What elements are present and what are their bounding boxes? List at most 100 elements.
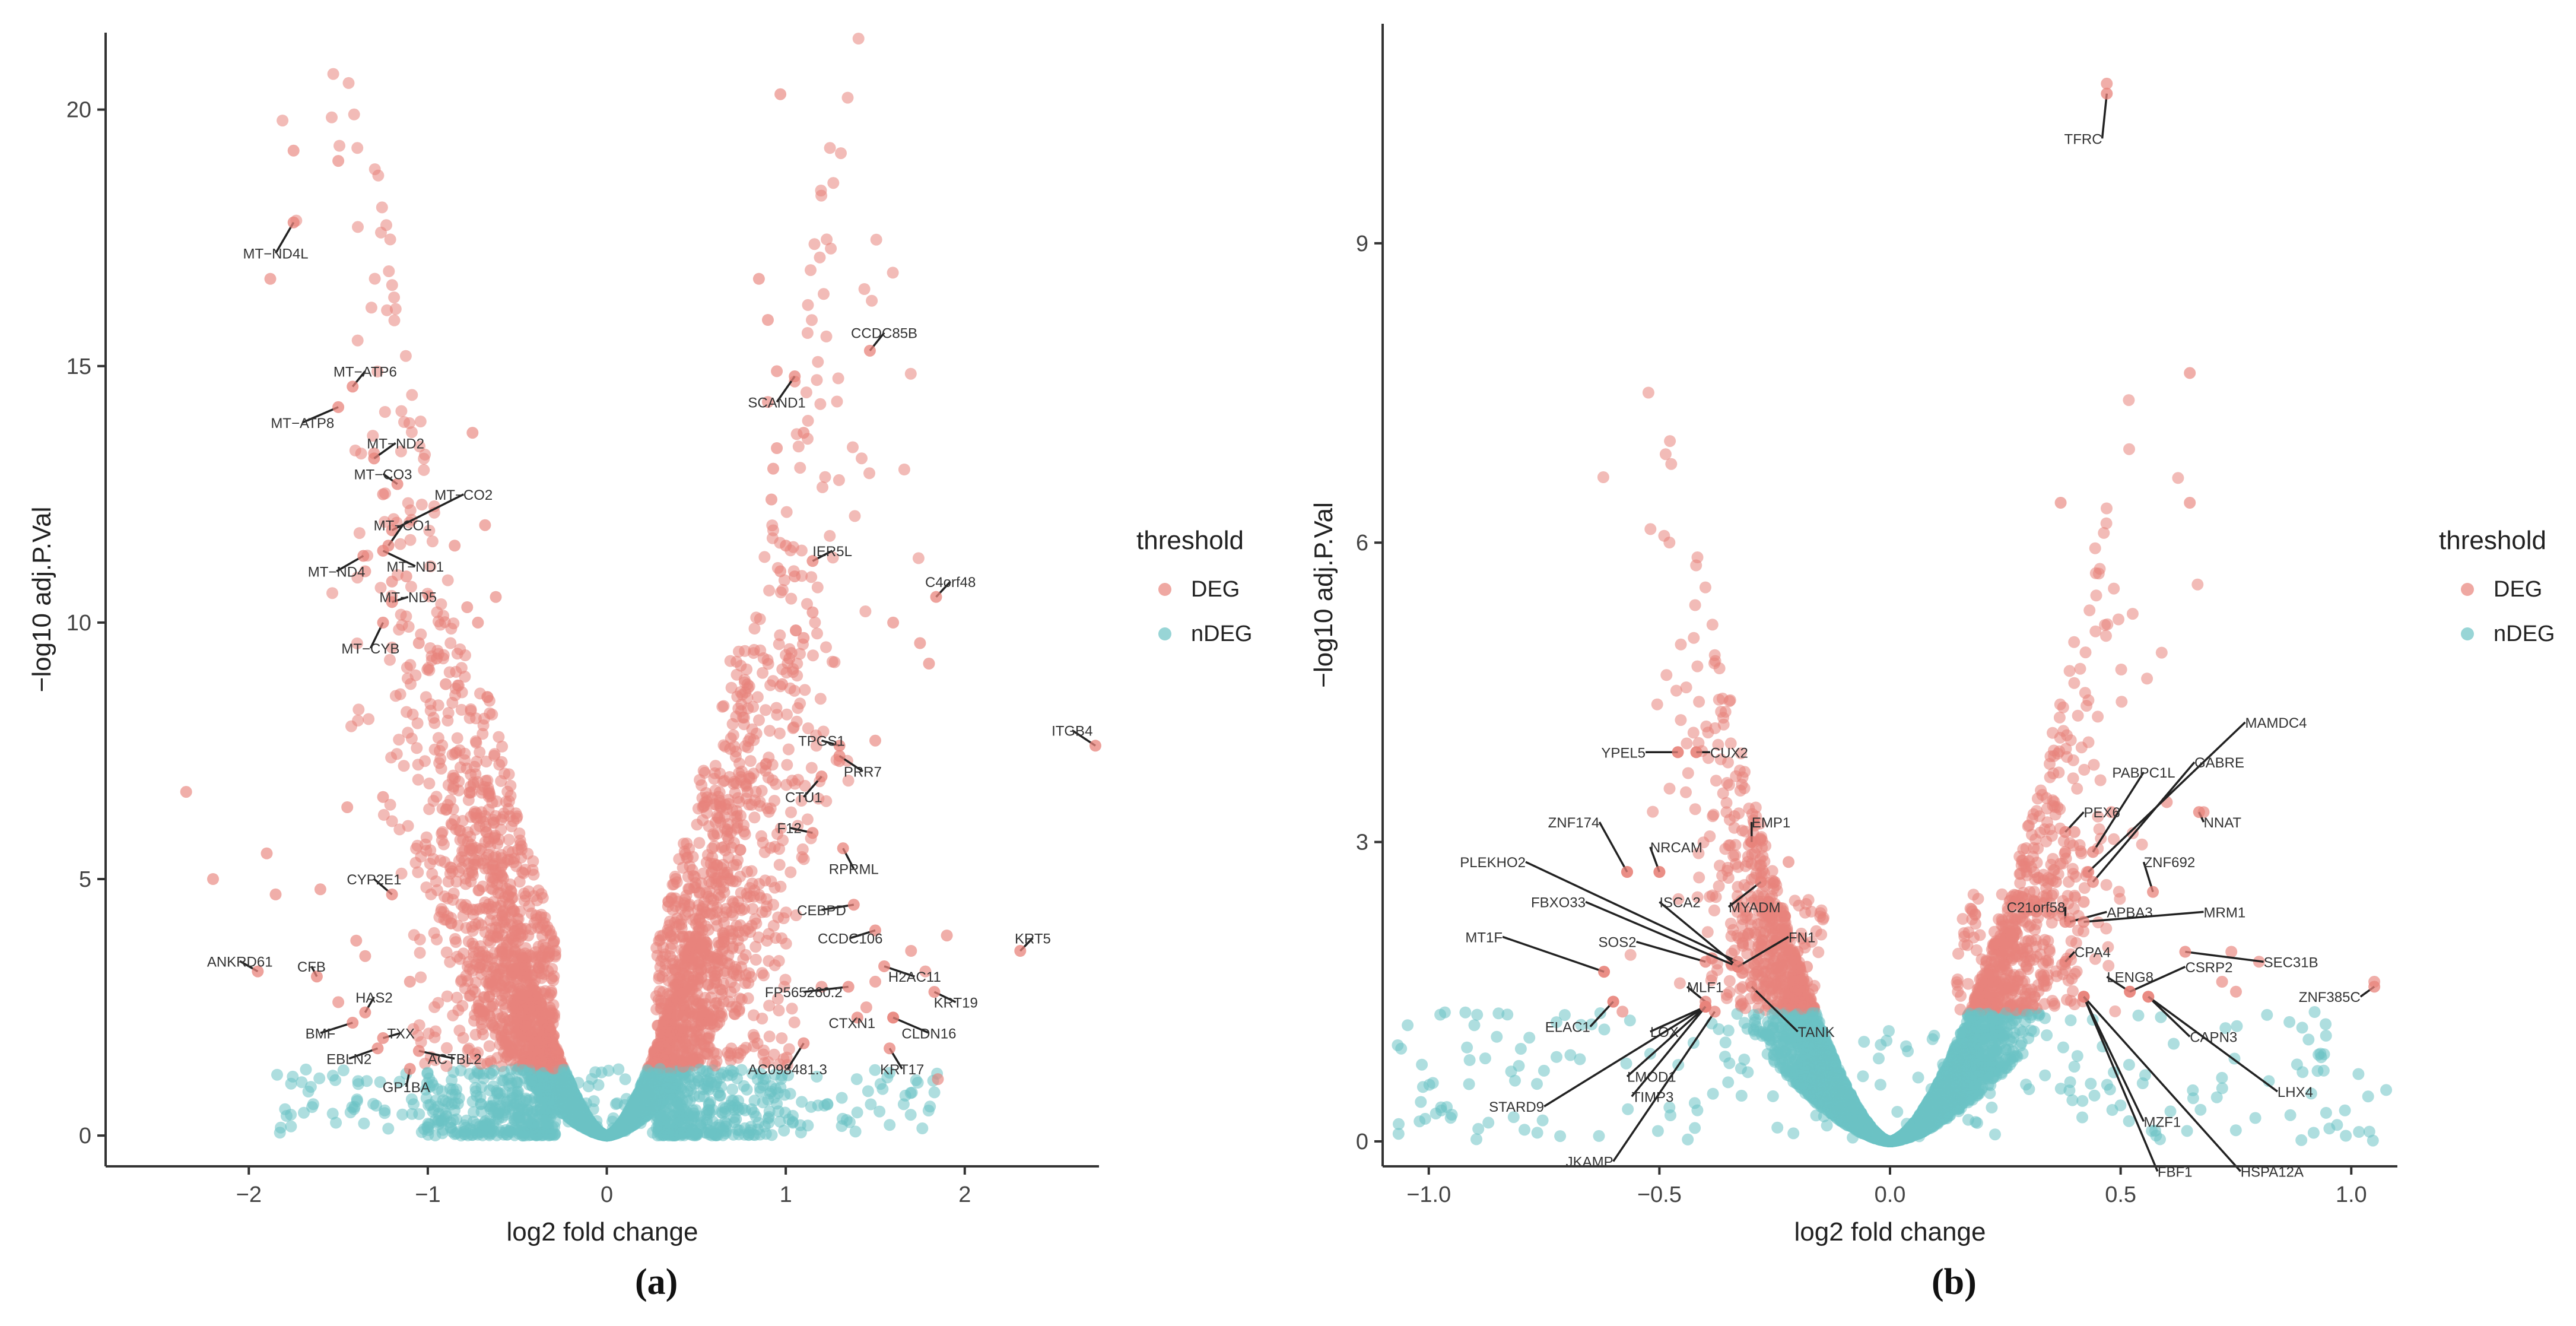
cloud-point xyxy=(379,406,391,418)
cloud-point xyxy=(747,700,760,713)
cloud-point xyxy=(388,291,401,304)
cloud-point xyxy=(835,147,847,160)
cloud-point xyxy=(326,587,338,599)
cloud-point xyxy=(659,958,672,970)
cloud-point xyxy=(748,734,760,746)
cloud-point xyxy=(447,1009,459,1022)
cloud-point xyxy=(744,926,757,938)
cloud-point xyxy=(493,833,505,846)
cloud-point xyxy=(395,405,408,417)
cloud-point xyxy=(708,830,720,842)
cloud-point xyxy=(771,709,783,721)
cloud-point xyxy=(444,867,456,880)
cloud-point xyxy=(345,720,357,732)
cloud-point xyxy=(447,617,460,630)
cloud-point xyxy=(754,644,767,656)
cloud-point xyxy=(428,500,440,512)
cloud-point xyxy=(389,690,402,702)
cloud-point xyxy=(758,1044,770,1057)
cloud-point xyxy=(399,350,412,362)
cloud-point xyxy=(376,201,388,214)
cloud-point xyxy=(687,851,699,863)
cloud-point xyxy=(418,452,430,465)
cloud-point xyxy=(805,762,818,774)
cloud-point xyxy=(694,924,706,936)
cloud-point xyxy=(809,616,821,629)
cloud-point xyxy=(710,913,722,926)
cloud-point xyxy=(713,889,725,901)
cloud-point xyxy=(480,826,493,839)
cloud-point xyxy=(502,946,514,958)
cloud-point xyxy=(348,108,360,120)
cloud-point xyxy=(477,719,490,731)
cloud-point xyxy=(760,758,772,770)
cloud-point xyxy=(748,811,761,824)
cloud-point xyxy=(432,732,444,744)
cloud-point xyxy=(726,1083,739,1096)
cloud-point xyxy=(821,233,833,246)
cloud-point xyxy=(369,272,381,285)
cloud-point xyxy=(424,698,437,710)
cloud-point xyxy=(767,524,779,537)
cloud-point xyxy=(428,743,441,756)
cloud-point xyxy=(480,976,493,988)
cloud-point xyxy=(431,933,443,946)
cloud-point xyxy=(791,670,803,682)
cloud-point xyxy=(402,727,414,739)
cloud-point xyxy=(763,1000,776,1012)
cloud-point xyxy=(455,703,468,716)
cloud-point xyxy=(528,868,540,881)
cloud-point xyxy=(716,984,729,997)
cloud-point xyxy=(365,302,377,314)
cloud-point xyxy=(326,111,338,123)
cloud-point xyxy=(466,864,478,877)
cloud-point xyxy=(459,982,471,995)
cloud-point xyxy=(516,951,529,964)
cloud-point xyxy=(781,759,793,771)
cloud-point xyxy=(763,584,776,597)
cloud-point xyxy=(695,779,708,791)
cloud-point xyxy=(468,760,481,773)
cloud-point xyxy=(776,663,789,675)
cloud-point xyxy=(842,775,855,787)
cloud-point xyxy=(381,304,393,316)
cloud-point xyxy=(545,928,557,941)
cloud-point xyxy=(744,755,757,767)
cloud-point xyxy=(820,330,833,342)
cloud-point xyxy=(729,1008,741,1020)
cloud-point xyxy=(746,723,758,735)
cloud-point xyxy=(398,416,410,428)
cloud-point xyxy=(423,1027,435,1040)
cloud-point xyxy=(410,842,423,855)
cloud-point xyxy=(414,415,427,428)
cloud-point xyxy=(667,981,679,994)
cloud-point xyxy=(818,288,830,300)
cloud-point xyxy=(458,855,471,867)
cloud-point xyxy=(426,535,439,548)
cloud-point xyxy=(773,954,785,967)
cloud-point xyxy=(495,1031,507,1043)
cloud-point xyxy=(790,909,802,921)
cloud-point xyxy=(414,947,426,959)
cloud-point xyxy=(805,264,817,277)
cloud-point xyxy=(792,440,805,453)
cloud-point xyxy=(451,732,463,744)
cloud-point xyxy=(351,334,364,347)
cloud-point xyxy=(423,803,436,816)
cloud-point xyxy=(736,993,748,1005)
cloud-point xyxy=(393,623,405,636)
cloud-point xyxy=(441,990,453,1003)
cloud-point xyxy=(820,641,832,654)
cloud-point xyxy=(773,859,786,871)
cloud-point xyxy=(353,527,366,540)
cloud-point xyxy=(401,661,413,674)
cloud-point xyxy=(443,666,456,678)
cloud-point xyxy=(400,610,412,623)
cloud-point xyxy=(717,931,730,944)
cloud-point xyxy=(799,684,811,696)
cloud-point xyxy=(535,911,547,923)
cloud-point xyxy=(518,1127,531,1139)
cloud-point xyxy=(912,552,925,564)
cloud-point xyxy=(549,948,561,961)
